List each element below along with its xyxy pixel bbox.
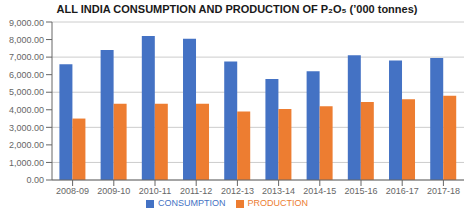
svg-text:5,000.00: 5,000.00	[9, 87, 44, 97]
svg-text:2017-18: 2017-18	[427, 186, 460, 196]
svg-text:1,000.00: 1,000.00	[9, 158, 44, 168]
svg-text:2012-13: 2012-13	[221, 186, 254, 196]
svg-text:2,000.00: 2,000.00	[9, 140, 44, 150]
svg-text:2014-15: 2014-15	[303, 186, 336, 196]
svg-text:2015-16: 2015-16	[344, 186, 377, 196]
svg-text:2009-10: 2009-10	[97, 186, 130, 196]
svg-text:2008-09: 2008-09	[56, 186, 89, 196]
svg-text:0.00: 0.00	[26, 175, 44, 185]
svg-text:2011-12: 2011-12	[180, 186, 212, 196]
svg-text:2010-11: 2010-11	[139, 186, 171, 196]
svg-text:9,000.00: 9,000.00	[9, 18, 44, 28]
html-text:CONSUMPTION: CONSUMPTION	[158, 198, 226, 208]
html-text:ALL INDIA CONSUMPTION AND PROD: ALL INDIA CONSUMPTION AND PRODUCTION OF …	[56, 3, 418, 15]
svg-text:7,000.00: 7,000.00	[9, 52, 44, 62]
svg-text:2013-14: 2013-14	[262, 186, 295, 196]
svg-text:2016-17: 2016-17	[386, 186, 419, 196]
svg-text:6,000.00: 6,000.00	[9, 70, 44, 80]
html-text:PRODUCTION: PRODUCTION	[247, 198, 308, 208]
svg-text:4,000.00: 4,000.00	[9, 105, 44, 115]
svg-text:8,000.00: 8,000.00	[9, 35, 44, 45]
svg-text:3,000.00: 3,000.00	[9, 123, 44, 133]
